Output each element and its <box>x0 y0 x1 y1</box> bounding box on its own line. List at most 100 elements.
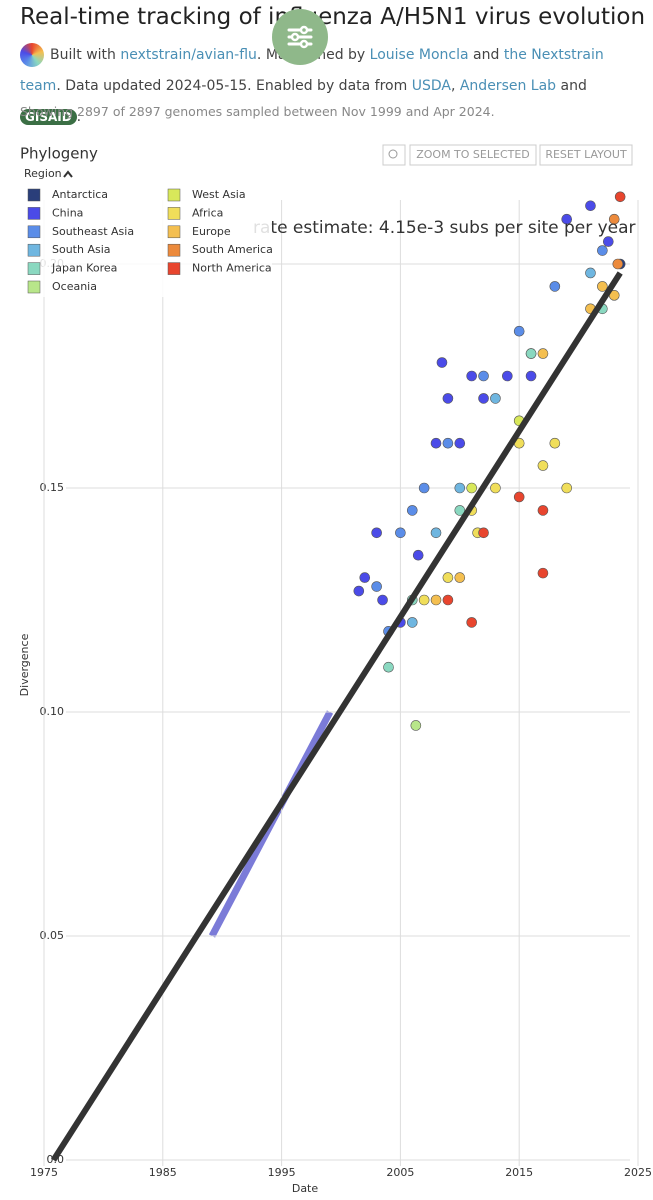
panel-title: Phylogeny <box>20 145 98 163</box>
button[interactable]: RESET LAYOUT <box>545 148 627 161</box>
summary: Showing 2897 of 2897 genomes sampled bet… <box>20 104 495 119</box>
tip <box>454 572 466 583</box>
tip <box>525 348 537 359</box>
page-title: Real-time tracking of influenza A/H5N1 v… <box>20 4 646 30</box>
legend-swatch <box>27 188 41 202</box>
tip <box>371 581 382 592</box>
x-tick-label: 2025 <box>624 1166 652 1179</box>
legend-label: South Asia <box>52 243 111 256</box>
tip <box>454 482 466 494</box>
tip <box>430 527 442 539</box>
legend-swatch <box>27 262 41 275</box>
annotation: rate estimate: 4.15e-3 subs per site per… <box>253 218 636 238</box>
y-tick-label: 0.05 <box>40 929 65 942</box>
tip <box>418 482 430 494</box>
legend-swatch <box>27 243 41 257</box>
tip <box>597 281 608 292</box>
filter-button[interactable] <box>272 9 328 65</box>
tip <box>513 491 525 503</box>
tip <box>537 460 549 471</box>
tip <box>478 527 489 539</box>
tip <box>406 617 418 628</box>
tip <box>490 482 501 494</box>
tip <box>454 505 466 516</box>
tip <box>612 258 624 270</box>
tip <box>353 585 365 597</box>
legend-label: South America <box>192 243 273 256</box>
tip <box>466 370 477 382</box>
legend-bg <box>22 185 272 297</box>
x-tick-label: 1975 <box>30 1166 58 1179</box>
legend-swatch <box>27 207 41 220</box>
tip <box>585 200 596 212</box>
tip <box>418 594 430 606</box>
tip <box>561 482 573 494</box>
x-tick-label: 2015 <box>505 1166 533 1179</box>
y-tick-label: 0.10 <box>40 705 65 718</box>
byline: Built with nextstrain/avian-flu. Maintai… <box>20 40 640 133</box>
tip <box>410 720 422 731</box>
link[interactable]: Louise Moncla <box>369 47 469 63</box>
tip <box>614 191 626 203</box>
tip <box>597 245 608 256</box>
tip <box>454 437 466 449</box>
legend-label: Africa <box>192 206 223 219</box>
legend-swatch <box>167 225 181 239</box>
tip <box>412 549 424 561</box>
legend-swatch <box>167 262 181 275</box>
tip <box>430 594 442 606</box>
logo <box>20 43 44 67</box>
tip <box>359 572 371 583</box>
tip <box>383 661 394 673</box>
text: and <box>468 47 504 63</box>
legend-swatch <box>27 280 41 294</box>
legend-label: Southeast Asia <box>52 225 134 238</box>
collapse-icon[interactable] <box>63 170 73 178</box>
link[interactable]: nextstrain/avian-flu <box>120 47 257 63</box>
legend-label: West Asia <box>192 188 246 201</box>
text: and <box>556 78 587 94</box>
link[interactable]: the Nextstrain team <box>20 47 604 94</box>
tip <box>395 527 406 539</box>
text: . <box>76 109 82 125</box>
tip <box>466 482 477 494</box>
tip <box>442 594 454 606</box>
tip <box>442 437 454 449</box>
y-tick-label: 0.15 <box>40 481 65 494</box>
tip <box>525 370 537 382</box>
x-tick-label: 1985 <box>149 1166 177 1179</box>
legend-label: Oceania <box>52 280 97 293</box>
tip <box>442 393 454 404</box>
zoom-icon-button[interactable] <box>382 144 406 166</box>
text: , <box>450 78 460 94</box>
tip <box>436 357 448 368</box>
zoom-icon <box>388 149 398 159</box>
legend-label: Europe <box>192 225 231 238</box>
link[interactable]: Andersen Lab <box>459 78 557 94</box>
tip <box>549 281 561 292</box>
tip <box>466 617 477 628</box>
button[interactable]: ZOOM TO SELECTED <box>416 148 530 161</box>
x-tick-label: 2005 <box>386 1166 414 1179</box>
legend-label: Antarctica <box>52 188 108 201</box>
legend-title: Region <box>24 167 62 180</box>
tip <box>406 505 418 516</box>
legend-swatch <box>167 188 181 202</box>
button-box[interactable] <box>539 144 633 166</box>
link[interactable]: USDA <box>411 78 451 94</box>
chart: Phylogeny ZOOM TO SELECTED RESET LAYOUT … <box>18 144 652 1195</box>
y-axis-label: Divergence <box>18 633 31 696</box>
gisaid-badge[interactable]: GISAID <box>20 109 77 125</box>
tip <box>513 325 525 337</box>
tip <box>442 572 454 583</box>
button-box[interactable] <box>409 144 537 166</box>
x-tick-label: 1995 <box>268 1166 296 1179</box>
legend-label: North America <box>192 262 272 275</box>
legend-label: China <box>52 206 83 219</box>
x-axis-label: Date <box>292 1182 319 1195</box>
tip <box>561 213 573 225</box>
legend-swatch <box>27 225 41 239</box>
tip <box>478 370 489 382</box>
legend-label: Japan Korea <box>51 262 117 275</box>
